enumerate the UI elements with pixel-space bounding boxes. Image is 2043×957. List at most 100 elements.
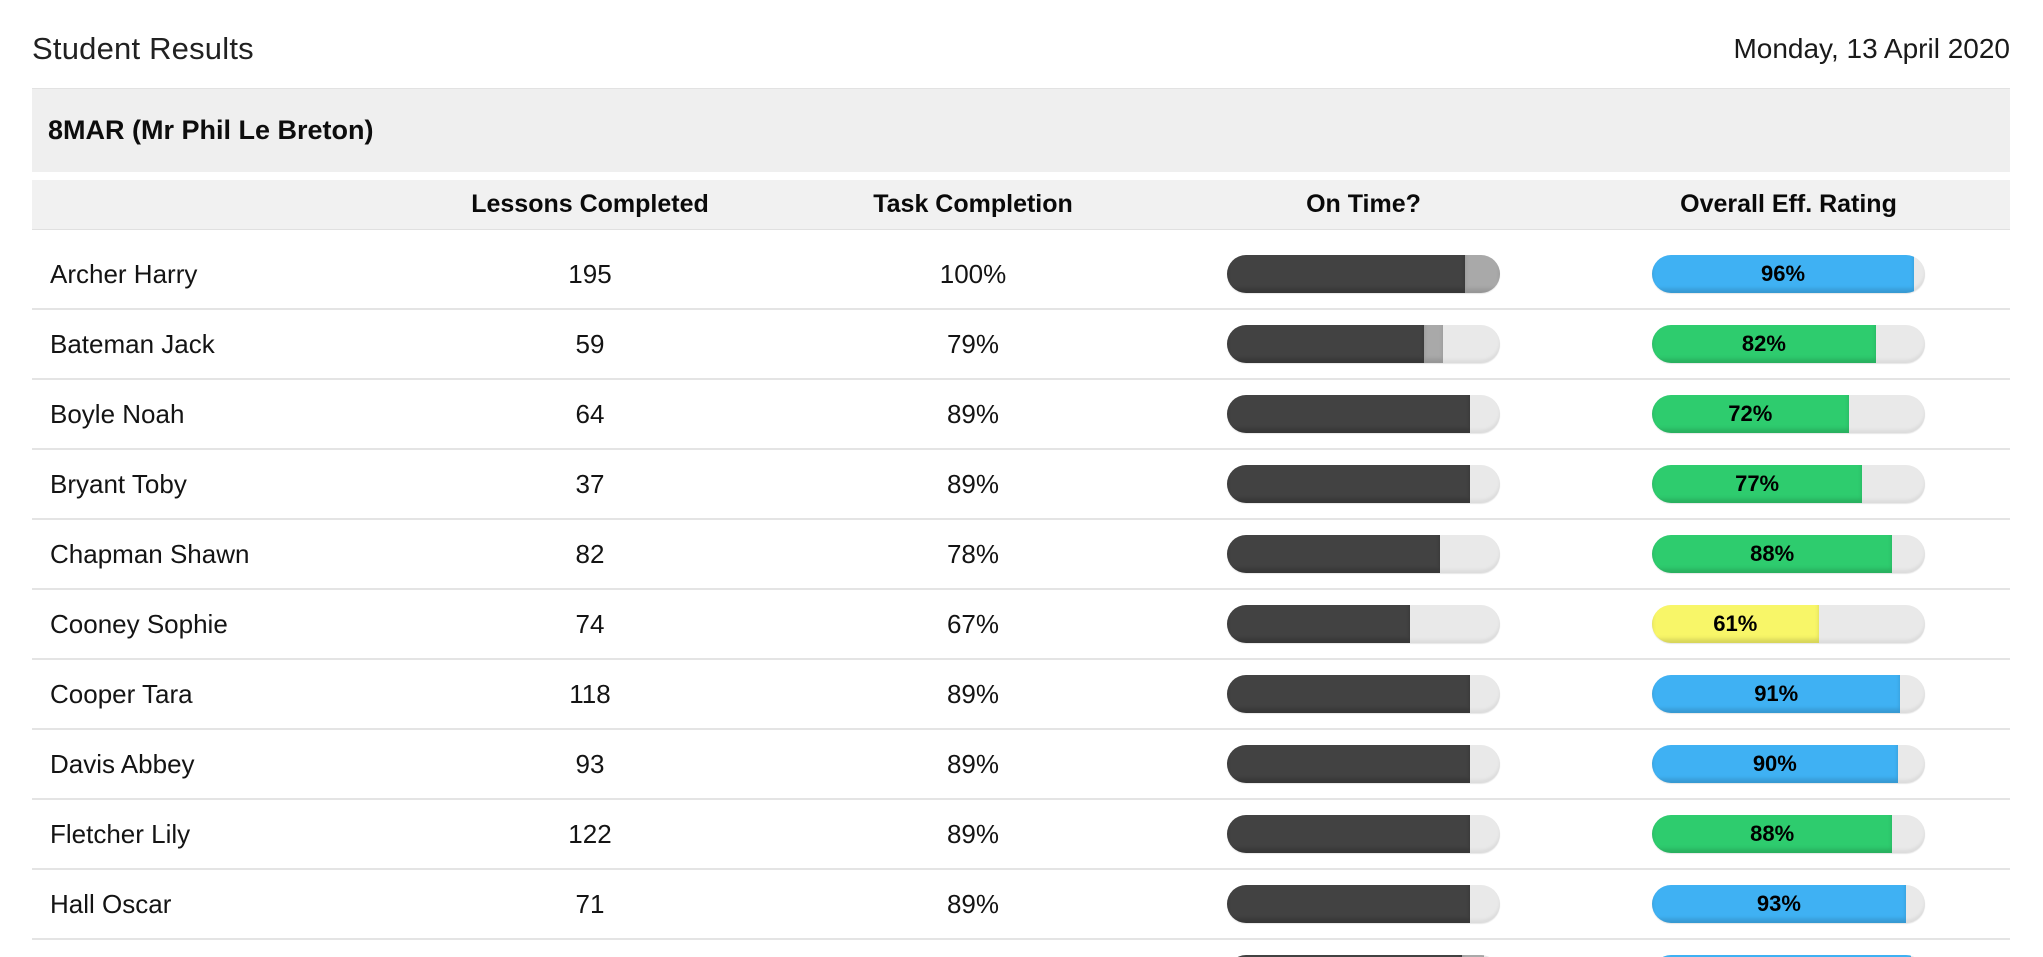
rating-cell: 90%	[1643, 745, 1934, 783]
task-completion-value: 79%	[946, 328, 1000, 359]
overall-eff-rating-label: 82%	[1741, 331, 1786, 356]
on-time-bar	[1227, 255, 1500, 293]
on-time-fill-late	[1464, 255, 1500, 293]
top-bar: Student Results Monday, 13 April 2020	[32, 0, 2010, 88]
on-time-bar	[1227, 885, 1500, 923]
on-time-fill-dark	[1227, 955, 1462, 957]
lessons-completed-value: 74	[575, 608, 605, 639]
table-row: Davis Abbey 93 89% 90%	[32, 730, 2010, 800]
task-completion-value: 78%	[946, 538, 1000, 569]
on-time-fill-dark	[1227, 675, 1470, 713]
overall-eff-rating-fill: 96%	[1652, 255, 1915, 293]
table-row: Cooper Tara 118 89% 91%	[32, 660, 2010, 730]
rating-cell: 61%	[1643, 605, 1934, 643]
on-time-bar	[1227, 815, 1500, 853]
rating-cell: 91%	[1643, 675, 1934, 713]
on-time-cell	[1218, 255, 1509, 293]
table-row: Hall Oscar 71 89% 93%	[32, 870, 2010, 940]
student-name: Bateman Jack	[50, 328, 215, 359]
task-completion-value: 89%	[946, 678, 1000, 709]
on-time-cell	[1218, 885, 1509, 923]
rating-cell: 96%	[1643, 255, 1934, 293]
on-time-fill-dark	[1227, 745, 1470, 783]
on-time-fill-dark	[1227, 325, 1424, 363]
on-time-fill-dark	[1227, 605, 1410, 643]
report-page: Student Results Monday, 13 April 2020 8M…	[32, 0, 2010, 957]
overall-eff-rating-fill: 91%	[1652, 675, 1901, 713]
overall-eff-rating-label: 90%	[1752, 751, 1797, 776]
overall-eff-rating-bar: 93%	[1652, 885, 1925, 923]
task-completion-value: 89%	[946, 398, 1000, 429]
overall-eff-rating-bar: 88%	[1652, 535, 1925, 573]
on-time-cell	[1218, 745, 1509, 783]
student-name: Chapman Shawn	[50, 538, 250, 569]
lessons-completed-value: 122	[568, 818, 612, 849]
on-time-fill-dark	[1227, 885, 1470, 923]
table-row: Boyle Noah 64 89% 72%	[32, 380, 2010, 450]
table-header-row: Lessons Completed Task Completion On Tim…	[32, 180, 2010, 230]
student-name: Bryant Toby	[50, 468, 187, 499]
on-time-fill-dark	[1227, 535, 1440, 573]
on-time-cell	[1218, 325, 1509, 363]
class-group-label: 8MAR (Mr Phil Le Breton)	[48, 115, 374, 145]
column-header-task-completion: Task Completion	[873, 190, 1073, 218]
student-name: Archer Harry	[50, 258, 198, 289]
page-title: Student Results	[32, 31, 254, 66]
student-name: Boyle Noah	[50, 398, 185, 429]
column-header-overall-eff-rating: Overall Eff. Rating	[1680, 190, 1897, 218]
rating-cell: 88%	[1643, 815, 1934, 853]
lessons-completed-value: 195	[568, 258, 612, 289]
overall-eff-rating-bar: 72%	[1652, 395, 1925, 433]
overall-eff-rating-bar: 82%	[1652, 325, 1925, 363]
student-name: Fletcher Lily	[50, 818, 191, 849]
overall-eff-rating-label: 93%	[1756, 891, 1801, 916]
overall-eff-rating-label: 88%	[1750, 821, 1795, 846]
overall-eff-rating-fill: 72%	[1652, 395, 1849, 433]
table-row: Fletcher Lily 122 89% 88%	[32, 800, 2010, 870]
lessons-completed-value: 118	[569, 678, 611, 709]
on-time-bar	[1227, 955, 1500, 957]
lessons-completed-value: 82	[575, 538, 605, 569]
on-time-cell	[1218, 395, 1509, 433]
task-completion-value: 89%	[946, 468, 1000, 499]
overall-eff-rating-label: 88%	[1750, 541, 1795, 566]
overall-eff-rating-bar: 90%	[1652, 745, 1925, 783]
on-time-cell	[1218, 535, 1509, 573]
report-date: Monday, 13 April 2020	[1733, 33, 2010, 64]
overall-eff-rating-fill: 93%	[1652, 885, 1906, 923]
on-time-fill-late	[1423, 325, 1443, 363]
task-completion-value: 89%	[946, 748, 1000, 779]
student-name: Davis Abbey	[50, 748, 195, 779]
lessons-completed-value: 64	[575, 398, 605, 429]
overall-eff-rating-fill: 88%	[1652, 815, 1893, 853]
class-group-band: 8MAR (Mr Phil Le Breton)	[32, 88, 2010, 172]
on-time-cell	[1218, 675, 1509, 713]
rating-cell	[1643, 955, 1934, 957]
overall-eff-rating-fill	[1652, 955, 1912, 957]
on-time-fill-dark	[1227, 395, 1470, 433]
on-time-fill-dark	[1227, 255, 1465, 293]
overall-eff-rating-bar: 91%	[1652, 675, 1925, 713]
task-completion-value: 89%	[946, 818, 1000, 849]
task-completion-value: 89%	[946, 888, 1000, 919]
on-time-cell	[1218, 815, 1509, 853]
table-row: Bryant Toby 37 89% 77%	[32, 450, 2010, 520]
overall-eff-rating-label: 77%	[1735, 471, 1780, 496]
table-row: Chapman Shawn 82 78% 88%	[32, 520, 2010, 590]
overall-eff-rating-fill: 82%	[1652, 325, 1876, 363]
task-completion-value: 67%	[946, 608, 1000, 639]
student-name: Hall Oscar	[50, 888, 172, 919]
task-completion-value: 100%	[939, 258, 1007, 289]
lessons-completed-value: 37	[575, 468, 605, 499]
overall-eff-rating-label: 96%	[1761, 261, 1806, 286]
on-time-bar	[1227, 465, 1500, 503]
overall-eff-rating-bar: 61%	[1652, 605, 1925, 643]
on-time-cell	[1218, 955, 1509, 957]
overall-eff-rating-fill: 61%	[1652, 605, 1819, 643]
rating-cell: 82%	[1643, 325, 1934, 363]
rating-cell: 93%	[1643, 885, 1934, 923]
table-row: Bateman Jack 59 79% 82%	[32, 310, 2010, 380]
lessons-completed-value: 59	[575, 328, 605, 359]
rating-cell: 72%	[1643, 395, 1934, 433]
on-time-fill-dark	[1227, 465, 1470, 503]
